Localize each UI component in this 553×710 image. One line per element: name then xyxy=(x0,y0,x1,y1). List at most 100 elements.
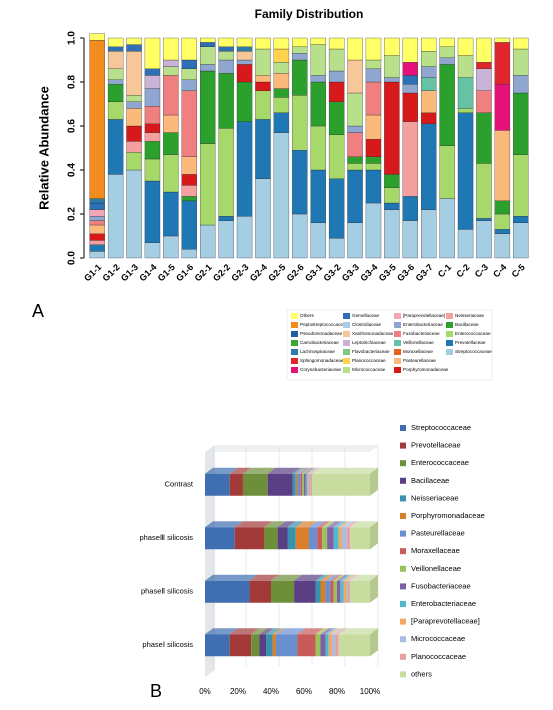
bar-segment xyxy=(236,59,253,65)
bar-segment xyxy=(347,222,363,259)
bar-segment xyxy=(384,55,400,78)
legend-label: Planococcaceae xyxy=(352,358,386,363)
bar-segment xyxy=(402,220,418,259)
legend-swatch xyxy=(394,331,401,337)
bar-segment xyxy=(255,90,271,120)
bar-segment xyxy=(200,42,216,47)
x-tick-label: G1-5 xyxy=(156,262,177,283)
bar-segment xyxy=(144,68,161,76)
bar-segment xyxy=(365,37,382,61)
bar-segment xyxy=(457,112,474,230)
bar-segment xyxy=(126,125,142,142)
bar-segment xyxy=(200,46,216,65)
bar-segment xyxy=(242,467,276,496)
y-tick-label: 0.4 xyxy=(67,163,78,177)
bar-segment xyxy=(513,37,529,50)
legend-label: Veillonellaceae xyxy=(403,340,434,345)
left-wall xyxy=(205,445,215,677)
bar-segment xyxy=(476,68,492,91)
x-tick-label: G3-4 xyxy=(358,262,379,283)
bar-segment xyxy=(513,75,529,94)
x-tick-label: 20% xyxy=(230,687,246,696)
legend-label: Micrococcaceae xyxy=(411,634,465,643)
bar-segment xyxy=(273,37,290,50)
bar-segment xyxy=(89,240,105,245)
bar-segment xyxy=(304,467,314,496)
bar-segment xyxy=(107,79,124,85)
bar-segment xyxy=(89,233,105,241)
bar-segment xyxy=(218,220,234,259)
bar-segment xyxy=(295,521,317,550)
bar-segment xyxy=(494,229,511,234)
x-tick-label: G2-4 xyxy=(248,262,269,283)
bar-segment xyxy=(236,216,253,259)
bar-segment xyxy=(457,55,474,78)
bar-segment xyxy=(163,132,179,155)
chart-title: Family Distribution xyxy=(255,7,364,21)
bar-segment xyxy=(421,112,437,124)
bar-segment xyxy=(494,37,511,43)
bar-segment xyxy=(327,521,342,550)
bar-segment xyxy=(476,37,492,63)
bar-segment xyxy=(218,59,234,74)
legend-swatch xyxy=(343,367,350,373)
legend-label: Prevotellaceae xyxy=(455,340,486,345)
legend-label: Streptococcaceae xyxy=(411,423,471,432)
bar-segment xyxy=(333,574,345,603)
bar-segment xyxy=(273,62,290,74)
y-tick-label: 0.6 xyxy=(67,119,78,133)
bar-segment xyxy=(333,521,347,550)
bar-end xyxy=(370,521,378,550)
bar-segment xyxy=(200,224,216,259)
legend-swatch xyxy=(400,565,406,572)
y-tick-label: phaseⅠ silicosis xyxy=(142,640,193,649)
bar-segment xyxy=(402,75,418,85)
x-tick-label: G1-6 xyxy=(174,262,195,283)
legend-label: Clostridiaceae xyxy=(352,322,382,327)
bar-segment xyxy=(200,37,216,43)
bar-segment xyxy=(144,141,161,160)
bar-segment xyxy=(267,467,301,496)
bar-segment xyxy=(200,64,216,72)
legend-swatch xyxy=(343,340,350,346)
bar-segment xyxy=(292,53,308,61)
bar-segment xyxy=(236,121,253,217)
legend-label: Neisseriaceae xyxy=(455,313,485,318)
bar-segment xyxy=(107,84,124,102)
bar-segment xyxy=(365,169,382,204)
bar-segment xyxy=(365,68,382,83)
legend-swatch xyxy=(400,460,406,467)
bar-segment xyxy=(163,154,179,193)
bar-segment xyxy=(236,64,253,83)
legend-label: others xyxy=(411,669,432,678)
x-tick-label: G3-2 xyxy=(321,262,342,283)
bar-segment xyxy=(384,81,400,175)
bar-segment xyxy=(218,46,234,52)
x-tick-label: G2-6 xyxy=(285,262,306,283)
y-tick-label: 0.0 xyxy=(67,251,78,265)
legend-label: Neisseriaceae xyxy=(411,493,459,502)
bar-segment xyxy=(126,95,142,102)
bar-segment xyxy=(163,59,179,67)
legend-label: Xanthomonadaceae xyxy=(352,331,394,336)
bar-segment xyxy=(89,40,105,199)
bar-segment xyxy=(384,37,400,56)
bar-segment xyxy=(317,521,331,550)
bar-segment xyxy=(273,132,290,259)
x-tick-label: C-1 xyxy=(436,262,453,279)
bar-segment xyxy=(255,178,271,259)
x-tick-label: 60% xyxy=(296,687,312,696)
legend-label: Porphyromonadaceae xyxy=(403,367,449,372)
x-tick-label: 0% xyxy=(199,687,211,696)
bar-segment xyxy=(273,112,290,133)
bar-segment xyxy=(343,574,355,603)
x-tick-label: 100% xyxy=(360,687,380,696)
bar-segment xyxy=(421,123,437,210)
bar-segment xyxy=(181,90,197,157)
legend-swatch xyxy=(291,313,298,319)
panel-label: A xyxy=(32,301,44,321)
legend-label: Enterobacteriaceae xyxy=(411,599,476,608)
bar-segment xyxy=(476,163,492,219)
legend-swatch xyxy=(291,340,298,346)
bar-segment xyxy=(255,75,271,83)
